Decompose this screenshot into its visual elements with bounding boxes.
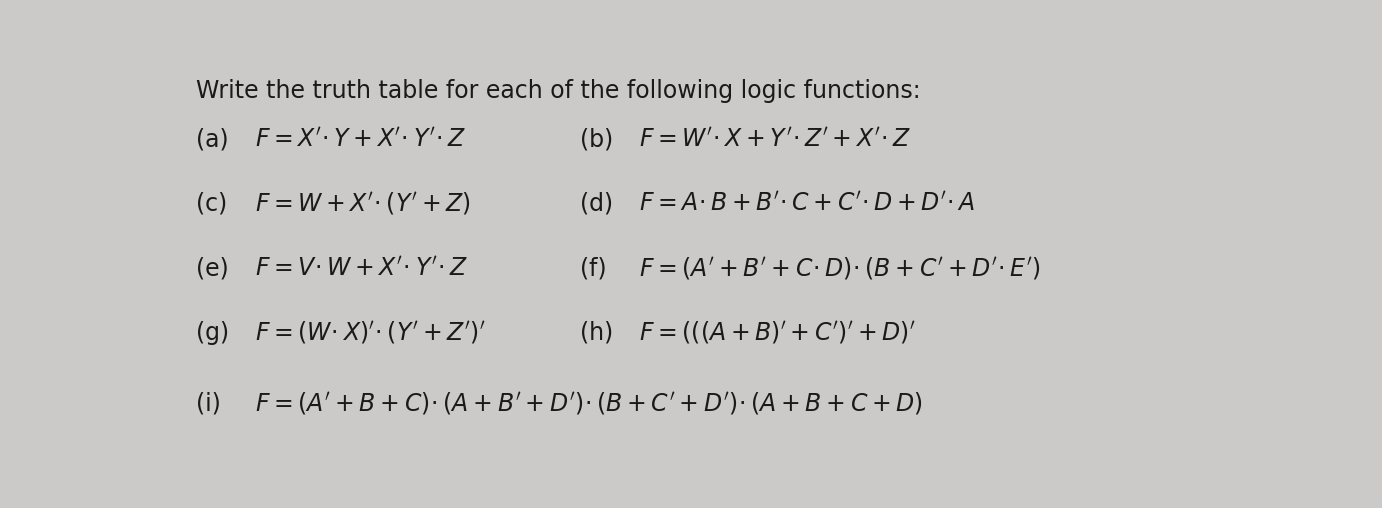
Text: $F = W'\!\cdot X + Y'\!\cdot Z' + X'\!\cdot Z$: $F = W'\!\cdot X + Y'\!\cdot Z' + X'\!\c…: [638, 127, 911, 151]
Text: $F = (A' + B' + C\!\cdot D)\!\cdot (B + C' + D'\!\cdot E')$: $F = (A' + B' + C\!\cdot D)\!\cdot (B + …: [638, 255, 1041, 281]
Text: (i): (i): [196, 391, 221, 415]
Text: (d): (d): [580, 192, 612, 216]
Text: (c): (c): [196, 192, 228, 216]
Text: $F = (A' + B + C)\!\cdot (A + B' + D')\!\cdot (B + C' + D')\!\cdot (A + B + C + : $F = (A' + B + C)\!\cdot (A + B' + D')\!…: [256, 390, 923, 417]
Text: (a): (a): [196, 127, 229, 151]
Text: $F = (((A + B)' + C')' + D)'$: $F = (((A + B)' + C')' + D)'$: [638, 320, 915, 346]
Text: (f): (f): [580, 256, 607, 280]
Text: $F = X'\!\cdot Y + X'\!\cdot Y'\!\cdot Z$: $F = X'\!\cdot Y + X'\!\cdot Y'\!\cdot Z…: [256, 127, 466, 151]
Text: Write the truth table for each of the following logic functions:: Write the truth table for each of the fo…: [196, 79, 920, 103]
Text: $F = (W\!\cdot X)'\!\cdot (Y' + Z')'$: $F = (W\!\cdot X)'\!\cdot (Y' + Z')'$: [256, 320, 485, 346]
Text: (g): (g): [196, 321, 229, 345]
Text: (e): (e): [196, 256, 229, 280]
Text: (h): (h): [580, 321, 614, 345]
Text: $F = W + X'\!\cdot (Y' + Z)$: $F = W + X'\!\cdot (Y' + Z)$: [256, 190, 471, 217]
Text: (b): (b): [580, 127, 614, 151]
Text: $F = A\!\cdot B + B'\!\cdot C + C'\!\cdot D + D'\!\cdot A$: $F = A\!\cdot B + B'\!\cdot C + C'\!\cdo…: [638, 192, 976, 216]
Text: $F = V\!\cdot W + X'\!\cdot Y'\!\cdot Z$: $F = V\!\cdot W + X'\!\cdot Y'\!\cdot Z$: [256, 256, 468, 280]
